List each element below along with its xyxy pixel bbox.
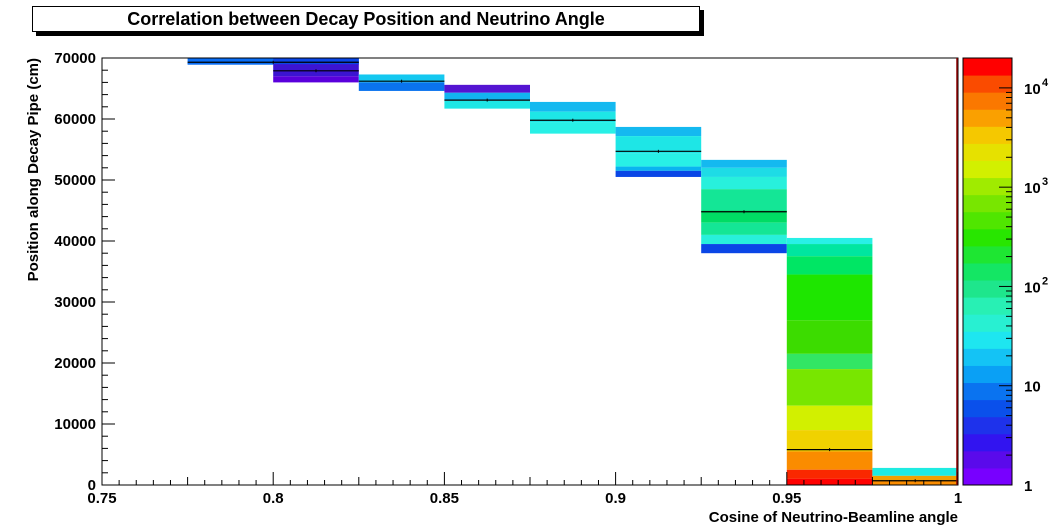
colorbar-band [963,75,1012,93]
heatmap-cell [701,159,787,168]
heatmap-cell [358,74,445,83]
colorbar-band [963,245,1012,264]
heatmap-cell [273,76,359,83]
colorbar-band [963,433,1012,452]
heatmap-cell [444,92,530,101]
colorbar-band [963,314,1012,332]
colorbar-band [963,228,1012,247]
y-tick-label: 20000 [54,355,96,372]
heatmap-cell [872,467,958,476]
colorbar-band [963,177,1012,196]
heatmap-cell [615,166,702,171]
colorbar-band [963,126,1012,144]
colorbar-band [963,262,1012,281]
heatmap-cell [786,256,873,275]
heatmap-cell [786,451,873,470]
x-tick-label: 0.9 [605,490,626,507]
y-tick-label: 0 [88,477,96,494]
heatmap-cell [701,210,787,223]
heatmap-cell [701,189,787,211]
colorbar-label-exponent: 3 [1042,176,1048,188]
heatmap-cell [615,170,702,177]
y-tick-label: 30000 [54,294,96,311]
heatmap-cell [530,122,616,134]
heatmap-cell [786,469,873,479]
heatmap-cell [872,475,958,481]
heatmap-cell [786,478,873,485]
heatmap-cell [701,244,787,254]
heatmap-cell [701,222,787,235]
colorbar-band [963,280,1012,298]
colorbar-band [963,365,1012,384]
x-tick-label: 0.8 [263,490,284,507]
chart-title-box: Correlation between Decay Position and N… [32,6,700,32]
colorbar-label: 10 [1024,279,1041,296]
heatmap-cell [872,480,958,485]
y-axis-title: Position along Decay Pipe (cm) [25,58,42,281]
heatmap-cell [786,274,873,321]
x-tick-label: 0.75 [87,490,116,507]
colorbar-label: 10 [1024,379,1041,396]
x-tick-label: 0.95 [772,490,801,507]
heatmap-cell [530,111,616,123]
heatmap-cell [358,82,445,91]
colorbar-label: 1 [1024,478,1032,495]
heatmap-cell [615,136,702,154]
colorbar-band [963,399,1012,418]
colorbar-band [963,109,1012,127]
heatmap-cell [786,430,873,452]
heatmap-cell [701,167,787,177]
colorbar-label: 10 [1024,81,1041,98]
heatmap-cell [786,405,873,431]
y-tick-label: 50000 [54,172,96,189]
x-tick-label: 0.85 [430,490,459,507]
colorbar-label-exponent: 2 [1042,275,1048,287]
heatmap-cell [530,101,616,112]
colorbar-band [963,467,1012,486]
colorbar-band [963,160,1012,179]
heatmap-cell [273,58,359,65]
heatmap-cell [786,320,873,354]
colorbar-label: 10 [1024,180,1041,197]
y-tick-label: 60000 [54,111,96,128]
colorbar-band [963,297,1012,315]
heatmap-cell [615,153,702,167]
heatmap-cell [786,237,873,245]
heatmap-cell [615,126,702,137]
heatmap-cell [786,244,873,257]
y-tick-label: 10000 [54,416,96,433]
heatmap-cell [701,176,787,190]
colorbar-label-exponent: 4 [1042,77,1049,89]
colorbar-band [963,194,1012,213]
x-tick-label: 1 [954,490,962,507]
y-tick-label: 40000 [54,233,96,250]
colorbar-band [963,143,1012,161]
heatmap-cell [701,234,787,245]
heatmap-cell [786,369,873,406]
colorbar-band [963,92,1012,110]
colorbar-band [963,382,1012,401]
colorbar-band [963,450,1012,469]
colorbar-frame [962,57,1013,486]
x-axis-title: Cosine of Neutrino-Beamline angle [709,509,958,526]
colorbar-band [963,331,1012,349]
colorbar-band [963,58,1012,76]
heatmap-cell [786,353,873,370]
heatmap-cell [444,84,530,93]
y-tick-label: 70000 [54,50,96,67]
colorbar-band [963,211,1012,230]
colorbar-band [963,348,1012,366]
chart-title: Correlation between Decay Position and N… [127,8,605,29]
heatmap-cell [444,100,530,109]
colorbar-band [963,416,1012,435]
